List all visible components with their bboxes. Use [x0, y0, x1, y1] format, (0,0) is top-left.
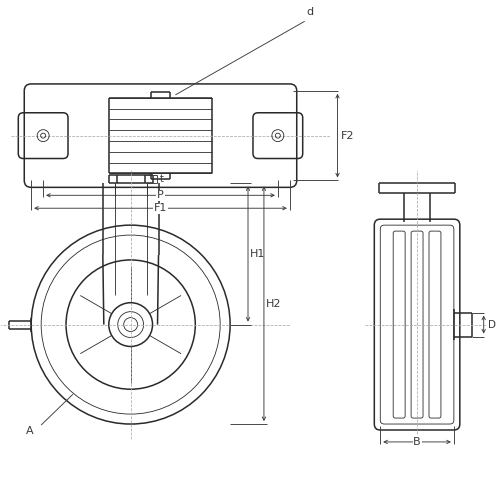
- Text: B: B: [414, 437, 421, 447]
- Text: F2: F2: [340, 130, 354, 140]
- Text: H1: H1: [250, 249, 266, 259]
- Text: P: P: [157, 190, 164, 200]
- Text: H2: H2: [266, 298, 281, 308]
- Text: t: t: [160, 174, 164, 184]
- Text: D: D: [488, 320, 496, 330]
- Text: A: A: [26, 426, 33, 436]
- Text: F1: F1: [154, 203, 167, 213]
- Text: d: d: [306, 8, 314, 18]
